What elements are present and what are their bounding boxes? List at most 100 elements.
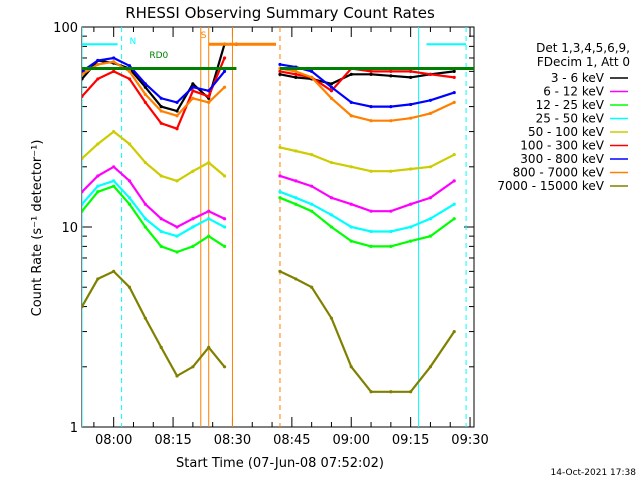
series-line bbox=[279, 196, 455, 248]
data-point bbox=[452, 202, 456, 206]
data-point bbox=[409, 116, 413, 120]
data-point bbox=[452, 153, 456, 157]
footer-timestamp: 14-Oct-2021 17:38 bbox=[551, 468, 637, 478]
legend-label: 12 - 25 keV bbox=[536, 98, 605, 112]
data-point bbox=[143, 85, 147, 89]
series-line bbox=[279, 146, 455, 173]
data-point bbox=[389, 209, 393, 213]
data-point bbox=[143, 202, 147, 206]
legend-label: 6 - 12 keV bbox=[543, 85, 605, 99]
data-point bbox=[409, 69, 413, 73]
data-point bbox=[409, 239, 413, 243]
data-point bbox=[349, 365, 353, 369]
data-point bbox=[191, 217, 195, 221]
data-point bbox=[369, 104, 373, 109]
data-point bbox=[389, 69, 393, 73]
data-point bbox=[82, 156, 84, 161]
data-point bbox=[222, 69, 227, 73]
x-tick-label: 08:15 bbox=[154, 433, 191, 448]
data-point bbox=[96, 174, 100, 178]
legend-label: 800 - 7000 keV bbox=[513, 166, 605, 180]
data-point bbox=[127, 142, 132, 146]
data-point bbox=[409, 102, 413, 107]
data-point bbox=[389, 169, 393, 173]
data-point bbox=[112, 69, 116, 73]
data-point bbox=[207, 217, 211, 221]
series-line bbox=[82, 130, 226, 183]
data-point bbox=[310, 209, 314, 213]
data-point bbox=[349, 100, 353, 104]
data-point bbox=[207, 209, 211, 213]
data-point bbox=[452, 217, 456, 221]
legend-label: 50 - 100 keV bbox=[528, 125, 605, 139]
data-point bbox=[191, 96, 195, 100]
data-point bbox=[175, 100, 179, 104]
data-point bbox=[175, 374, 179, 378]
data-point bbox=[127, 285, 132, 289]
data-point bbox=[112, 129, 116, 134]
data-point bbox=[389, 74, 393, 78]
y-axis-label: Count Rate (s⁻¹ detector⁻¹) bbox=[30, 140, 45, 317]
data-point bbox=[127, 77, 132, 81]
data-point bbox=[191, 365, 195, 369]
data-point bbox=[191, 244, 195, 248]
series-line bbox=[279, 67, 455, 122]
data-point bbox=[329, 82, 334, 86]
x-tick-label: 08:45 bbox=[273, 433, 310, 448]
data-point bbox=[112, 165, 116, 169]
chart-annotation: N bbox=[130, 37, 137, 47]
data-point bbox=[82, 202, 84, 206]
data-point bbox=[207, 160, 211, 165]
data-point bbox=[159, 217, 163, 221]
data-point bbox=[310, 69, 314, 73]
data-point bbox=[112, 60, 116, 64]
data-point bbox=[428, 165, 433, 169]
data-point bbox=[329, 196, 334, 200]
data-point bbox=[389, 244, 393, 248]
data-point bbox=[428, 72, 433, 76]
data-point bbox=[428, 365, 433, 369]
series-line bbox=[279, 270, 456, 393]
data-point bbox=[294, 202, 298, 206]
data-point bbox=[278, 72, 282, 76]
data-point bbox=[278, 269, 282, 273]
data-point bbox=[143, 92, 147, 97]
data-point bbox=[329, 160, 334, 165]
series-line bbox=[82, 179, 226, 238]
data-point bbox=[349, 72, 353, 76]
data-point bbox=[175, 109, 179, 113]
data-point bbox=[389, 229, 393, 234]
data-point bbox=[278, 190, 282, 194]
data-point bbox=[409, 75, 413, 79]
legend-label: 300 - 800 keV bbox=[520, 152, 604, 166]
data-point bbox=[294, 179, 298, 183]
data-point bbox=[159, 345, 163, 350]
data-point bbox=[143, 82, 147, 86]
data-point bbox=[294, 149, 298, 153]
data-point bbox=[369, 69, 373, 73]
legend-header-line-1: Det 1,3,4,5,6,9, bbox=[536, 41, 630, 55]
x-tick-label: 08:30 bbox=[214, 433, 251, 448]
data-point bbox=[349, 165, 353, 169]
series-line bbox=[82, 57, 226, 131]
data-point bbox=[369, 209, 373, 213]
data-point bbox=[175, 250, 179, 254]
data-point bbox=[428, 111, 433, 115]
data-point bbox=[191, 225, 195, 229]
data-point bbox=[222, 225, 227, 229]
data-point bbox=[191, 82, 195, 86]
data-point bbox=[82, 77, 84, 81]
data-point bbox=[112, 179, 116, 183]
legend-label: 25 - 50 keV bbox=[536, 112, 605, 126]
data-point bbox=[222, 85, 227, 89]
data-point bbox=[175, 179, 179, 183]
data-point bbox=[310, 184, 314, 188]
data-point bbox=[207, 94, 211, 98]
data-point bbox=[207, 100, 211, 104]
data-point bbox=[369, 72, 373, 76]
data-point bbox=[159, 244, 163, 248]
data-point bbox=[329, 316, 334, 320]
data-point bbox=[159, 96, 163, 100]
series-line bbox=[82, 165, 225, 229]
